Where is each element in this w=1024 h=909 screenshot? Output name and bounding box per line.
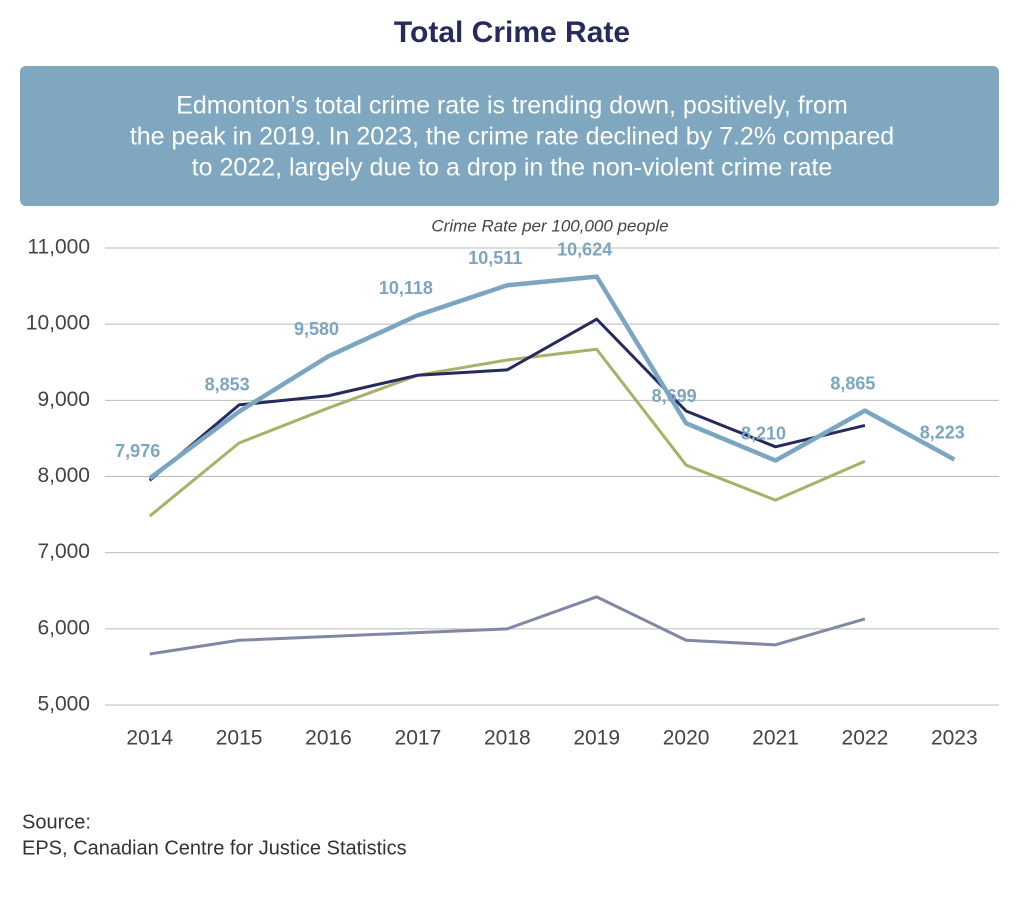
data-label: 10,624 <box>557 239 612 259</box>
y-axis-label: Crime Rate per 100,000 people <box>431 216 668 235</box>
x-tick-label: 2023 <box>931 727 978 750</box>
data-label: 8,699 <box>652 386 697 406</box>
chart-title: Total Crime Rate <box>394 16 630 49</box>
data-label: 9,580 <box>294 319 339 339</box>
x-tick-label: 2018 <box>484 727 531 750</box>
x-tick-label: 2015 <box>216 727 263 750</box>
y-tick-label: 9,000 <box>37 388 90 411</box>
y-tick-label: 6,000 <box>37 616 90 639</box>
y-tick-label: 7,000 <box>37 540 90 563</box>
summary-line: Edmonton’s total crime rate is trending … <box>176 92 848 120</box>
series-line <box>148 317 866 482</box>
data-label: 10,118 <box>379 278 433 298</box>
data-label: 8,865 <box>830 373 875 393</box>
data-label: 10,511 <box>468 248 522 268</box>
series-line <box>148 274 956 481</box>
series-line <box>148 347 866 518</box>
source: Source: <box>22 811 91 833</box>
y-tick-label: 10,000 <box>26 312 90 335</box>
x-tick-label: 2022 <box>842 727 889 750</box>
y-tick-label: 5,000 <box>37 693 90 716</box>
x-tick-label: 2020 <box>663 727 710 750</box>
data-label: 8,853 <box>205 374 250 394</box>
summary-line: to 2022, largely due to a drop in the no… <box>192 154 833 182</box>
y-tick-label: 8,000 <box>37 464 90 487</box>
summary-line: the peak in 2019. In 2023, the crime rat… <box>130 123 894 151</box>
summary-box <box>20 66 999 206</box>
y-tick-label: 11,000 <box>27 236 90 259</box>
source: EPS, Canadian Centre for Justice Statist… <box>22 837 407 859</box>
data-label: 8,223 <box>920 422 965 442</box>
x-tick-label: 2014 <box>126 727 173 750</box>
x-tick-label: 2016 <box>305 727 352 750</box>
data-label: 7,976 <box>115 441 160 461</box>
series-line <box>149 595 866 656</box>
x-tick-label: 2019 <box>573 727 620 750</box>
x-tick-label: 2021 <box>752 727 799 750</box>
data-label: 8,210 <box>741 423 786 443</box>
x-tick-label: 2017 <box>395 727 442 750</box>
